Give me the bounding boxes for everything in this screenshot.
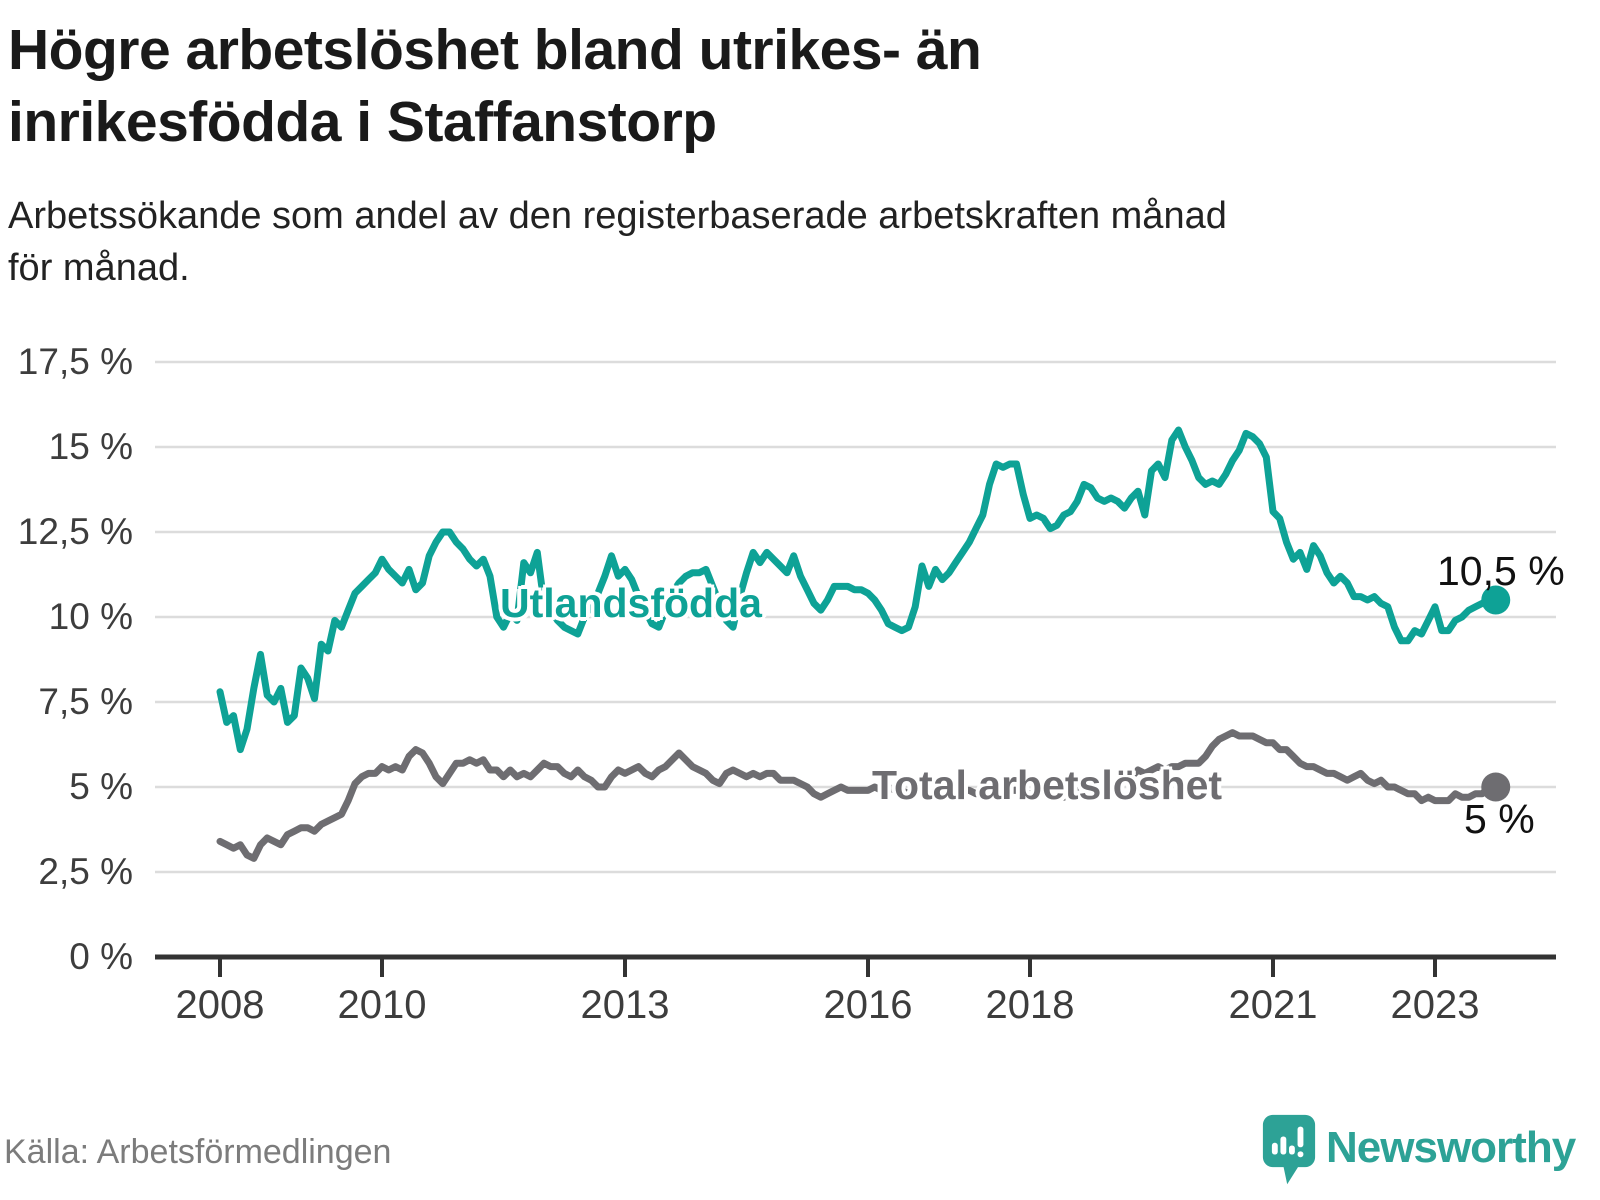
y-axis-tick-label: 17,5 % (17, 341, 133, 382)
series-label-total-arbetsloshet: Total arbetslöshet (872, 762, 1223, 808)
newsworthy-wordmark: Newsworthy (1326, 1123, 1576, 1172)
x-axis-tick-label: 2016 (823, 983, 913, 1027)
x-axis-tick-label: 2013 (580, 983, 670, 1027)
y-axis-tick-label: 2,5 % (38, 851, 133, 892)
subtitle-line-1: Arbetssökande som andel av den registerb… (8, 195, 1227, 237)
series-end-dot-utlandsfodda (1481, 585, 1511, 615)
x-axis-tick-label: 2021 (1228, 983, 1318, 1027)
y-axis-tick-label: 15 % (48, 426, 133, 467)
y-axis-tick-label: 7,5 % (38, 681, 133, 722)
series-line-utlandsfodda (216, 426, 1500, 754)
x-axis-tick-label: 2008 (175, 983, 265, 1027)
end-value-label-total: 5 % (1464, 796, 1535, 842)
y-axis-tick-label: 10 % (48, 596, 133, 637)
series-end-dot-total (1481, 772, 1511, 802)
series-label-utlandsfodda: Utlandsfödda (500, 580, 762, 626)
page-title: Högre arbetslöshet bland utrikes- än inr… (8, 14, 982, 158)
source-attribution: Källa: Arbetsförmedlingen (4, 1133, 392, 1171)
y-axis-tick-label: 0 % (69, 936, 133, 977)
x-axis-tick-label: 2023 (1390, 983, 1480, 1027)
end-value-label-utlandsfodda: 10,5 % (1437, 548, 1565, 594)
y-axis-tick-label: 5 % (69, 766, 133, 807)
title-line-2: inrikesfödda i Staffanstorp (8, 90, 717, 154)
series-line-total (216, 729, 1500, 862)
x-axis-tick-label: 2010 (337, 983, 427, 1027)
title-line-1: Högre arbetslöshet bland utrikes- än (8, 18, 982, 82)
x-axis-tick-label: 2018 (985, 983, 1075, 1027)
chart-subtitle: Arbetssökande som andel av den registerb… (8, 190, 1227, 294)
y-axis-tick-label: 12,5 % (17, 511, 133, 552)
newsworthy-pin-icon (1262, 1114, 1316, 1185)
newsworthy-brand: Newsworthy (1262, 1114, 1576, 1186)
subtitle-line-2: för månad. (8, 247, 190, 289)
